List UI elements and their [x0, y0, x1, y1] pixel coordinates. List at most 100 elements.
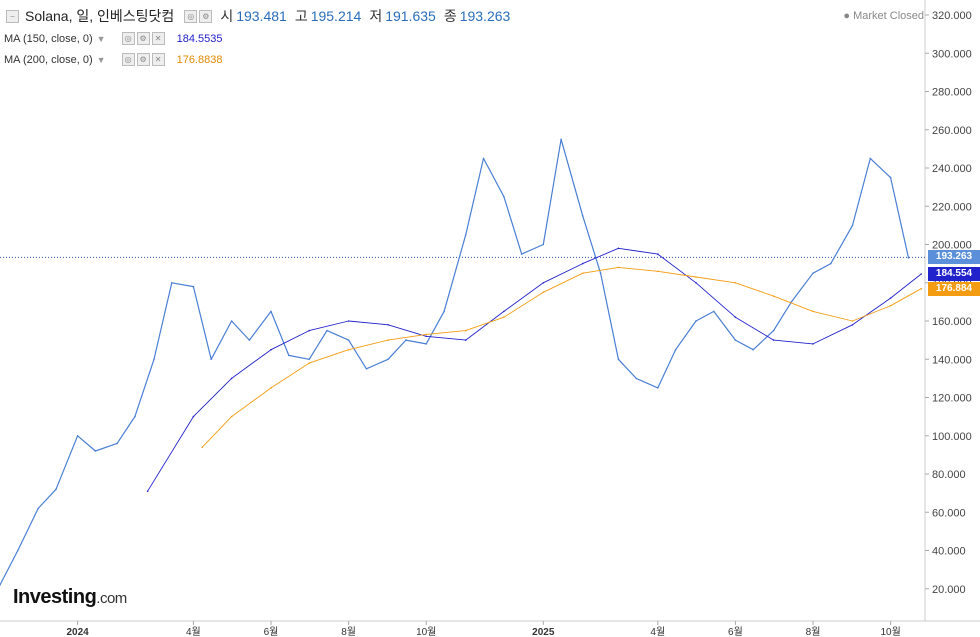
ma200-line-point [503, 316, 505, 319]
y-tick-label: 260.000 [932, 125, 972, 137]
price-line-point [830, 262, 832, 265]
price-line-point [560, 138, 562, 141]
price-line-point [171, 282, 173, 284]
price-line-point [153, 358, 155, 361]
price-line-point [326, 329, 328, 332]
ma150-line-point [812, 343, 814, 345]
chart-header: − Solana, 일, 인베스팅닷컴 ◎ ⚙ 시 193.481 고 195.… [4, 6, 518, 26]
price-line-point [734, 339, 737, 341]
ma200-line-point [851, 320, 854, 322]
price-line-point [889, 176, 892, 179]
open-label: 시 [220, 8, 234, 24]
x-axis-ticks: 2024 4월 6월 8월 10월 2025 4월 6월 8월 10월 [66, 621, 901, 637]
y-tick-label: 320.000 [932, 10, 972, 22]
price-line-point [482, 157, 485, 160]
price-line-point [869, 157, 872, 160]
ma200-line-point [425, 333, 428, 336]
close-icon[interactable]: ✕ [151, 32, 165, 45]
price-line-point [192, 285, 195, 288]
price-line-point [230, 320, 233, 322]
ma200-label: MA (200, close, 0) [4, 53, 93, 66]
visibility-icon[interactable]: ◎ [184, 9, 198, 23]
x-tick-label: 2025 [532, 627, 555, 637]
price-line-point [657, 387, 659, 389]
settings-icon[interactable]: ⚙ [136, 32, 150, 45]
ma150-line-point [617, 247, 620, 250]
open-value: 193.481 [236, 8, 287, 24]
y-tick-label: 280.000 [932, 87, 972, 99]
collapse-icon[interactable]: − [6, 9, 19, 23]
ma150-line-point [347, 320, 350, 322]
ma200-line-point [581, 272, 584, 275]
ma200-line-point [347, 348, 350, 351]
price-line-point [405, 339, 407, 341]
price-line-point [210, 358, 212, 361]
ma200-line-point [464, 329, 467, 332]
price-line-point [520, 253, 523, 255]
y-tick-label: 60.000 [932, 507, 966, 519]
logo-main: Investing [13, 586, 97, 608]
x-tick-label: 6월 [264, 626, 279, 637]
ma200-line-point [230, 415, 233, 418]
y-tick-label: 220.000 [932, 201, 972, 213]
y-tick-label: 40.000 [932, 546, 966, 558]
ma200-line-point [542, 291, 545, 294]
price-line-point [443, 310, 445, 313]
price-line-point [55, 488, 57, 491]
price-line-point [248, 339, 251, 341]
indicator-ma200: MA (200, close, 0) ▼ ◎ ⚙ ✕ 176.8838 [4, 53, 222, 66]
chart-grid [0, 0, 980, 622]
price-line-point [752, 348, 754, 351]
low-label: 저 [369, 8, 383, 24]
price-line [0, 138, 910, 586]
ma200-line-point [387, 339, 389, 341]
settings-icon[interactable]: ⚙ [199, 9, 213, 23]
investing-logo: Investing.com [13, 586, 127, 609]
price-line-point [790, 301, 793, 303]
ma150-line-point [920, 273, 922, 275]
y-tick-label: 140.000 [932, 354, 972, 366]
ma150-line-point [851, 324, 854, 326]
price-line-point [812, 272, 814, 275]
ma150-line [147, 247, 922, 492]
price-line-point [503, 195, 505, 198]
x-tick-label: 4월 [650, 626, 665, 637]
price-line-point [772, 329, 775, 332]
ma200-line-point [889, 304, 892, 307]
ma150-line-point [464, 339, 467, 341]
visibility-icon[interactable]: ◎ [121, 32, 135, 45]
ma150-line-point [772, 339, 775, 341]
price-line-point [674, 348, 677, 351]
close-icon[interactable]: ✕ [151, 53, 165, 66]
price-line-point [347, 339, 350, 341]
market-status: ● Market Closed [843, 10, 924, 22]
chart-title: Solana, 일, 인베스팅닷컴 [25, 8, 175, 24]
x-tick-label: 10월 [880, 626, 900, 637]
high-value: 195.214 [310, 8, 362, 24]
price-line-point [94, 450, 97, 452]
price-line-point [581, 215, 584, 217]
ma150-line-point [387, 324, 389, 326]
ma200-line [201, 266, 922, 448]
settings-icon[interactable]: ⚙ [136, 53, 150, 66]
chevron-down-icon[interactable]: ▼ [96, 33, 106, 44]
y-tick-label: 240.000 [932, 163, 972, 175]
x-tick-label: 4월 [186, 626, 201, 637]
price-line-point [907, 257, 910, 259]
ma200-line-point [695, 276, 697, 278]
x-tick-label: 2024 [66, 627, 89, 637]
price-line-point [0, 584, 1, 586]
indicator-ma150: MA (150, close, 0) ▼ ◎ ⚙ ✕ 184.5535 [4, 32, 222, 45]
ma150-line-point [425, 335, 428, 338]
ma150-line-point [192, 415, 195, 418]
price-line-point [37, 507, 39, 510]
ma150-label: MA (150, close, 0) [4, 32, 93, 45]
visibility-icon[interactable]: ◎ [121, 53, 135, 66]
price-line-point [617, 358, 620, 361]
low-value: 191.635 [385, 8, 436, 24]
x-tick-label: 8월 [806, 626, 821, 637]
y-tick-label: 200.000 [932, 240, 972, 252]
ma150-line-point [308, 329, 311, 332]
ma150-line-point [657, 253, 659, 255]
chevron-down-icon[interactable]: ▼ [96, 54, 106, 65]
